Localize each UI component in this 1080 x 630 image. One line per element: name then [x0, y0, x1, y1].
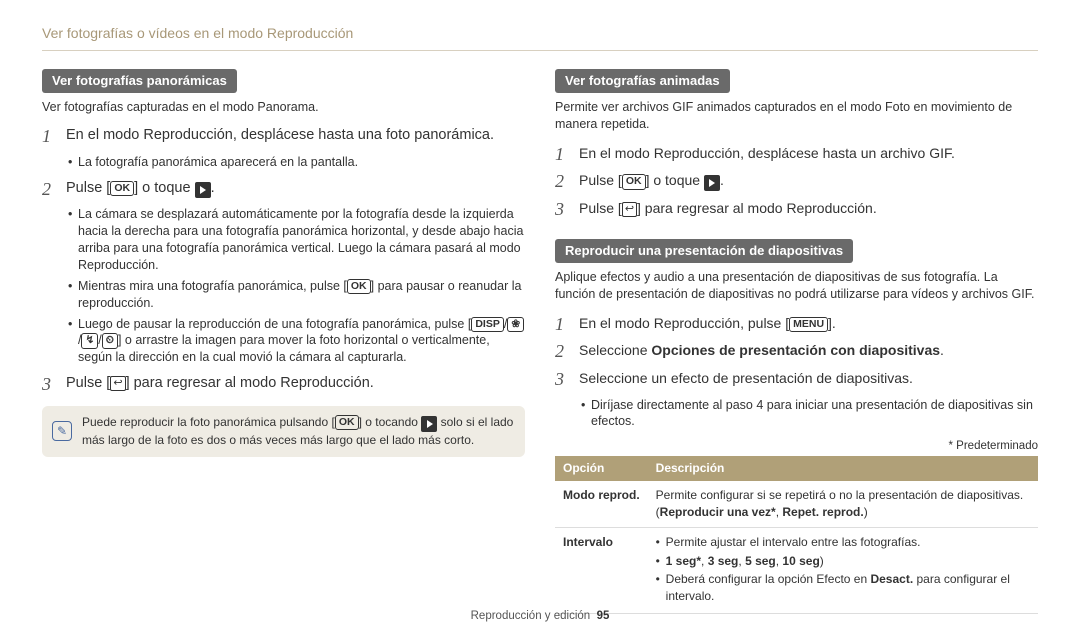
- cell-list-item: 1 seg*, 3 seg, 5 seg, 10 seg): [656, 553, 1030, 570]
- step-number: 3: [555, 369, 569, 391]
- note-box: ✎ Puede reproducir la foto panorámica pu…: [42, 406, 525, 457]
- section-pill-animated: Ver fotografías animadas: [555, 69, 730, 93]
- step-number: 1: [555, 144, 569, 166]
- table-header-row: Opción Descripción: [555, 456, 1038, 481]
- r2-step-3: 3 Seleccione un efecto de presentación d…: [555, 369, 1038, 391]
- step-text: En el modo Reproducción, pulse [MENU].: [579, 314, 1038, 333]
- step-text: Pulse [OK] o toque .: [66, 179, 525, 199]
- section-pill-slideshow: Reproducir una presentación de diapositi…: [555, 239, 853, 263]
- step-number: 1: [42, 126, 56, 148]
- table-cell-value: Permite ajustar el intervalo entre las f…: [648, 527, 1038, 613]
- step-text: Pulse [↩] para regresar al modo Reproduc…: [66, 374, 525, 394]
- cell-list-item: Permite ajustar el intervalo entre las f…: [656, 534, 1030, 551]
- r1-step-3: 3 Pulse [↩] para regresar al modo Reprod…: [555, 199, 1038, 221]
- sub-item: Mientras mira una fotografía panorámica,…: [68, 278, 525, 312]
- step-number: 2: [555, 171, 569, 193]
- left-column: Ver fotografías panorámicas Ver fotograf…: [42, 69, 525, 614]
- step-text: Seleccione Opciones de presentación con …: [579, 341, 1038, 360]
- page-footer: Reproducción y edición 95: [0, 608, 1080, 624]
- step-text: Pulse [↩] para regresar al modo Reproduc…: [579, 199, 1038, 218]
- r2-step-1: 1 En el modo Reproducción, pulse [MENU].: [555, 314, 1038, 336]
- intro-text: Permite ver archivos GIF animados captur…: [555, 99, 1038, 134]
- r2-step-3-sublist: Diríjase directamente al paso 4 para ini…: [581, 397, 1038, 431]
- content-columns: Ver fotografías panorámicas Ver fotograf…: [42, 69, 1038, 614]
- note-icon: ✎: [52, 421, 72, 441]
- step-text: En el modo Reproducción, desplácese hast…: [66, 126, 525, 146]
- intro-text: Ver fotografías capturadas en el modo Pa…: [42, 99, 525, 117]
- sub-item: La cámara se desplazará automáticamente …: [68, 206, 525, 274]
- step-number: 2: [42, 179, 56, 201]
- step-number: 1: [555, 314, 569, 336]
- step-text: Pulse [OK] o toque .: [579, 171, 1038, 191]
- play-icon: [421, 416, 437, 432]
- back-key-icon: ↩: [622, 202, 637, 217]
- play-icon: [704, 175, 720, 191]
- ok-key-icon: OK: [347, 279, 371, 295]
- sub-item: Diríjase directamente al paso 4 para ini…: [581, 397, 1038, 431]
- step-text: En el modo Reproducción, desplácese hast…: [579, 144, 1038, 163]
- sub-item: Luego de pausar la reproducción de una f…: [68, 316, 525, 367]
- disp-key-icon: DISP: [471, 317, 504, 333]
- back-key-icon: ↩: [110, 376, 125, 391]
- play-icon: [195, 182, 211, 198]
- step-text: Seleccione un efecto de presentación de …: [579, 369, 1038, 388]
- page-header: Ver fotografías o vídeos en el modo Repr…: [42, 24, 1038, 51]
- r1-step-1: 1 En el modo Reproducción, desplácese ha…: [555, 144, 1038, 166]
- table-cell-key: Modo reprod.: [555, 481, 648, 527]
- menu-key-icon: MENU: [789, 317, 828, 333]
- right-column: Ver fotografías animadas Permite ver arc…: [555, 69, 1038, 614]
- step-number: 3: [42, 374, 56, 396]
- ok-key-icon: OK: [622, 174, 646, 190]
- intro-text: Aplique efectos y audio a una presentaci…: [555, 269, 1038, 304]
- table-row: Modo reprod. Permite configurar si se re…: [555, 481, 1038, 527]
- step-2-sublist: La cámara se desplazará automáticamente …: [68, 206, 525, 366]
- default-note: * Predeterminado: [555, 438, 1038, 454]
- table-cell-key: Intervalo: [555, 527, 648, 613]
- step-1-sublist: La fotografía panorámica aparecerá en la…: [68, 154, 525, 171]
- section-pill-panoramic: Ver fotografías panorámicas: [42, 69, 237, 93]
- r1-step-2: 2 Pulse [OK] o toque .: [555, 171, 1038, 193]
- step-number: 2: [555, 341, 569, 363]
- table-header-description: Descripción: [648, 456, 1038, 481]
- table-header-option: Opción: [555, 456, 648, 481]
- ok-key-icon: OK: [110, 181, 134, 197]
- note-text: Puede reproducir la foto panorámica puls…: [82, 414, 515, 449]
- table-row: Intervalo Permite ajustar el intervalo e…: [555, 527, 1038, 613]
- step-3: 3 Pulse [↩] para regresar al modo Reprod…: [42, 374, 525, 396]
- flash-key-icon: ↯: [81, 333, 98, 349]
- table-cell-value: Permite configurar si se repetirá o no l…: [648, 481, 1038, 527]
- step-2: 2 Pulse [OK] o toque .: [42, 179, 525, 201]
- cell-list-item: Deberá configurar la opción Efecto en De…: [656, 571, 1030, 605]
- step-1: 1 En el modo Reproducción, desplácese ha…: [42, 126, 525, 148]
- timer-key-icon: ⏲: [102, 333, 118, 349]
- step-number: 3: [555, 199, 569, 221]
- ok-key-icon: OK: [335, 415, 359, 431]
- sub-item: La fotografía panorámica aparecerá en la…: [68, 154, 525, 171]
- r2-step-2: 2 Seleccione Opciones de presentación co…: [555, 341, 1038, 363]
- options-table: Opción Descripción Modo reprod. Permite …: [555, 456, 1038, 614]
- macro-key-icon: ❀: [507, 317, 524, 333]
